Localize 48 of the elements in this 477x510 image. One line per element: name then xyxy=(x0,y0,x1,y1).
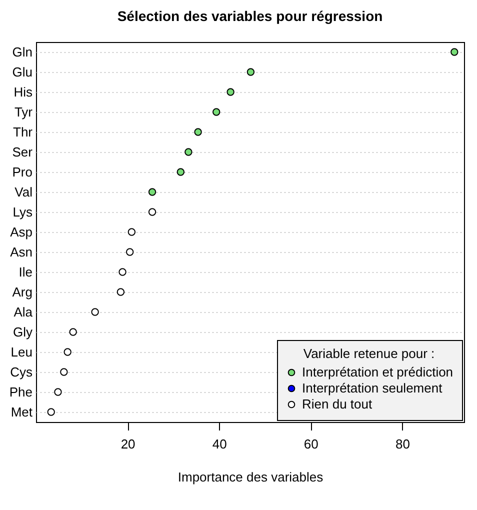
legend-title: Variable retenue pour : xyxy=(303,346,435,361)
point xyxy=(246,68,255,76)
point xyxy=(91,308,99,316)
x-tick-label: 60 xyxy=(304,436,318,452)
y-tick-label: His xyxy=(14,84,33,100)
point xyxy=(148,188,156,196)
point xyxy=(194,128,202,136)
y-tick-label: Arg xyxy=(12,284,32,300)
point xyxy=(47,408,55,416)
y-tick-label: Met xyxy=(10,404,33,420)
point xyxy=(184,148,192,156)
point xyxy=(128,228,136,236)
chart-title: Sélection des variables pour régression xyxy=(117,8,383,24)
y-tick-label: Ala xyxy=(14,304,34,320)
y-tick-label: Cys xyxy=(10,364,33,380)
x-tick-label: 20 xyxy=(120,436,136,452)
y-tick-label: Pro xyxy=(12,164,32,180)
point xyxy=(212,108,220,116)
y-tick-label: Gln xyxy=(12,44,32,60)
x-tick-label: 40 xyxy=(212,436,227,452)
y-tick-label: Glu xyxy=(12,64,32,80)
point xyxy=(64,348,72,356)
y-tick-label: Val xyxy=(14,184,33,200)
point xyxy=(54,388,62,396)
y-tick-label: Lys xyxy=(12,204,33,220)
point xyxy=(126,248,134,256)
point xyxy=(116,288,125,296)
legend-label: Interprétation seulement xyxy=(302,380,443,396)
y-tick-label: Thr xyxy=(13,124,34,140)
y-tick-label: Asp xyxy=(10,224,32,240)
point xyxy=(148,208,156,216)
y-tick-label: Gly xyxy=(13,324,33,340)
y-tick-label: Leu xyxy=(10,344,32,360)
y-tick-label: Asn xyxy=(10,244,32,260)
x-axis-title: Importance des variables xyxy=(178,470,324,484)
legend-label: Interprétation et prédiction xyxy=(302,364,454,380)
x-tick-label: 80 xyxy=(395,436,410,452)
y-tick-label: Tyr xyxy=(14,104,34,120)
point xyxy=(450,48,458,56)
y-tick-label: Phe xyxy=(9,384,32,400)
y-tick-label: Ile xyxy=(18,264,32,280)
y-tick-label: Ser xyxy=(12,144,34,160)
legend-label: Rien du tout xyxy=(302,396,372,412)
point xyxy=(176,168,185,176)
point xyxy=(118,268,126,276)
point xyxy=(226,88,234,96)
point xyxy=(69,328,77,336)
point xyxy=(60,368,68,376)
